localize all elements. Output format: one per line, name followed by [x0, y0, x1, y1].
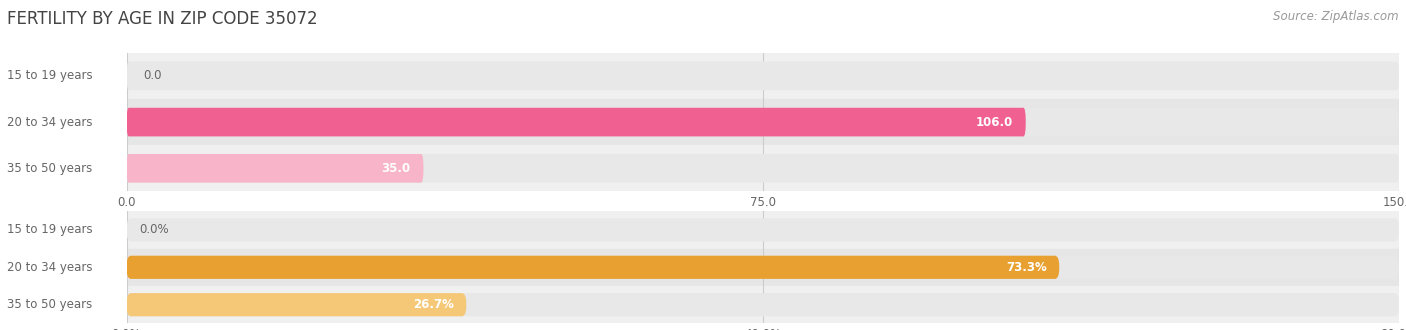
Text: FERTILITY BY AGE IN ZIP CODE 35072: FERTILITY BY AGE IN ZIP CODE 35072 [7, 10, 318, 28]
Text: 26.7%: 26.7% [413, 298, 454, 311]
Bar [127, 145, 1399, 191]
Text: 73.3%: 73.3% [1005, 261, 1046, 274]
FancyBboxPatch shape [127, 218, 1399, 242]
Bar [127, 211, 1399, 248]
FancyBboxPatch shape [127, 293, 467, 316]
Text: 20 to 34 years: 20 to 34 years [7, 115, 93, 129]
Text: 0.0%: 0.0% [139, 223, 169, 236]
Bar [127, 248, 1399, 286]
Text: 15 to 19 years: 15 to 19 years [7, 223, 93, 236]
Text: 35.0: 35.0 [381, 162, 411, 175]
FancyBboxPatch shape [127, 154, 1399, 182]
Bar [127, 53, 1399, 99]
Text: 35 to 50 years: 35 to 50 years [7, 162, 93, 175]
Text: 106.0: 106.0 [976, 115, 1012, 129]
FancyBboxPatch shape [127, 62, 1399, 90]
Bar [127, 99, 1399, 145]
FancyBboxPatch shape [127, 256, 1059, 279]
Text: Source: ZipAtlas.com: Source: ZipAtlas.com [1274, 10, 1399, 23]
Text: 0.0: 0.0 [143, 69, 162, 82]
Bar [127, 286, 1399, 323]
FancyBboxPatch shape [127, 154, 423, 182]
Text: 20 to 34 years: 20 to 34 years [7, 261, 93, 274]
FancyBboxPatch shape [127, 108, 1399, 136]
Text: 15 to 19 years: 15 to 19 years [7, 69, 93, 82]
Text: 35 to 50 years: 35 to 50 years [7, 298, 93, 311]
FancyBboxPatch shape [127, 108, 1026, 136]
FancyBboxPatch shape [127, 256, 1399, 279]
FancyBboxPatch shape [127, 293, 1399, 316]
